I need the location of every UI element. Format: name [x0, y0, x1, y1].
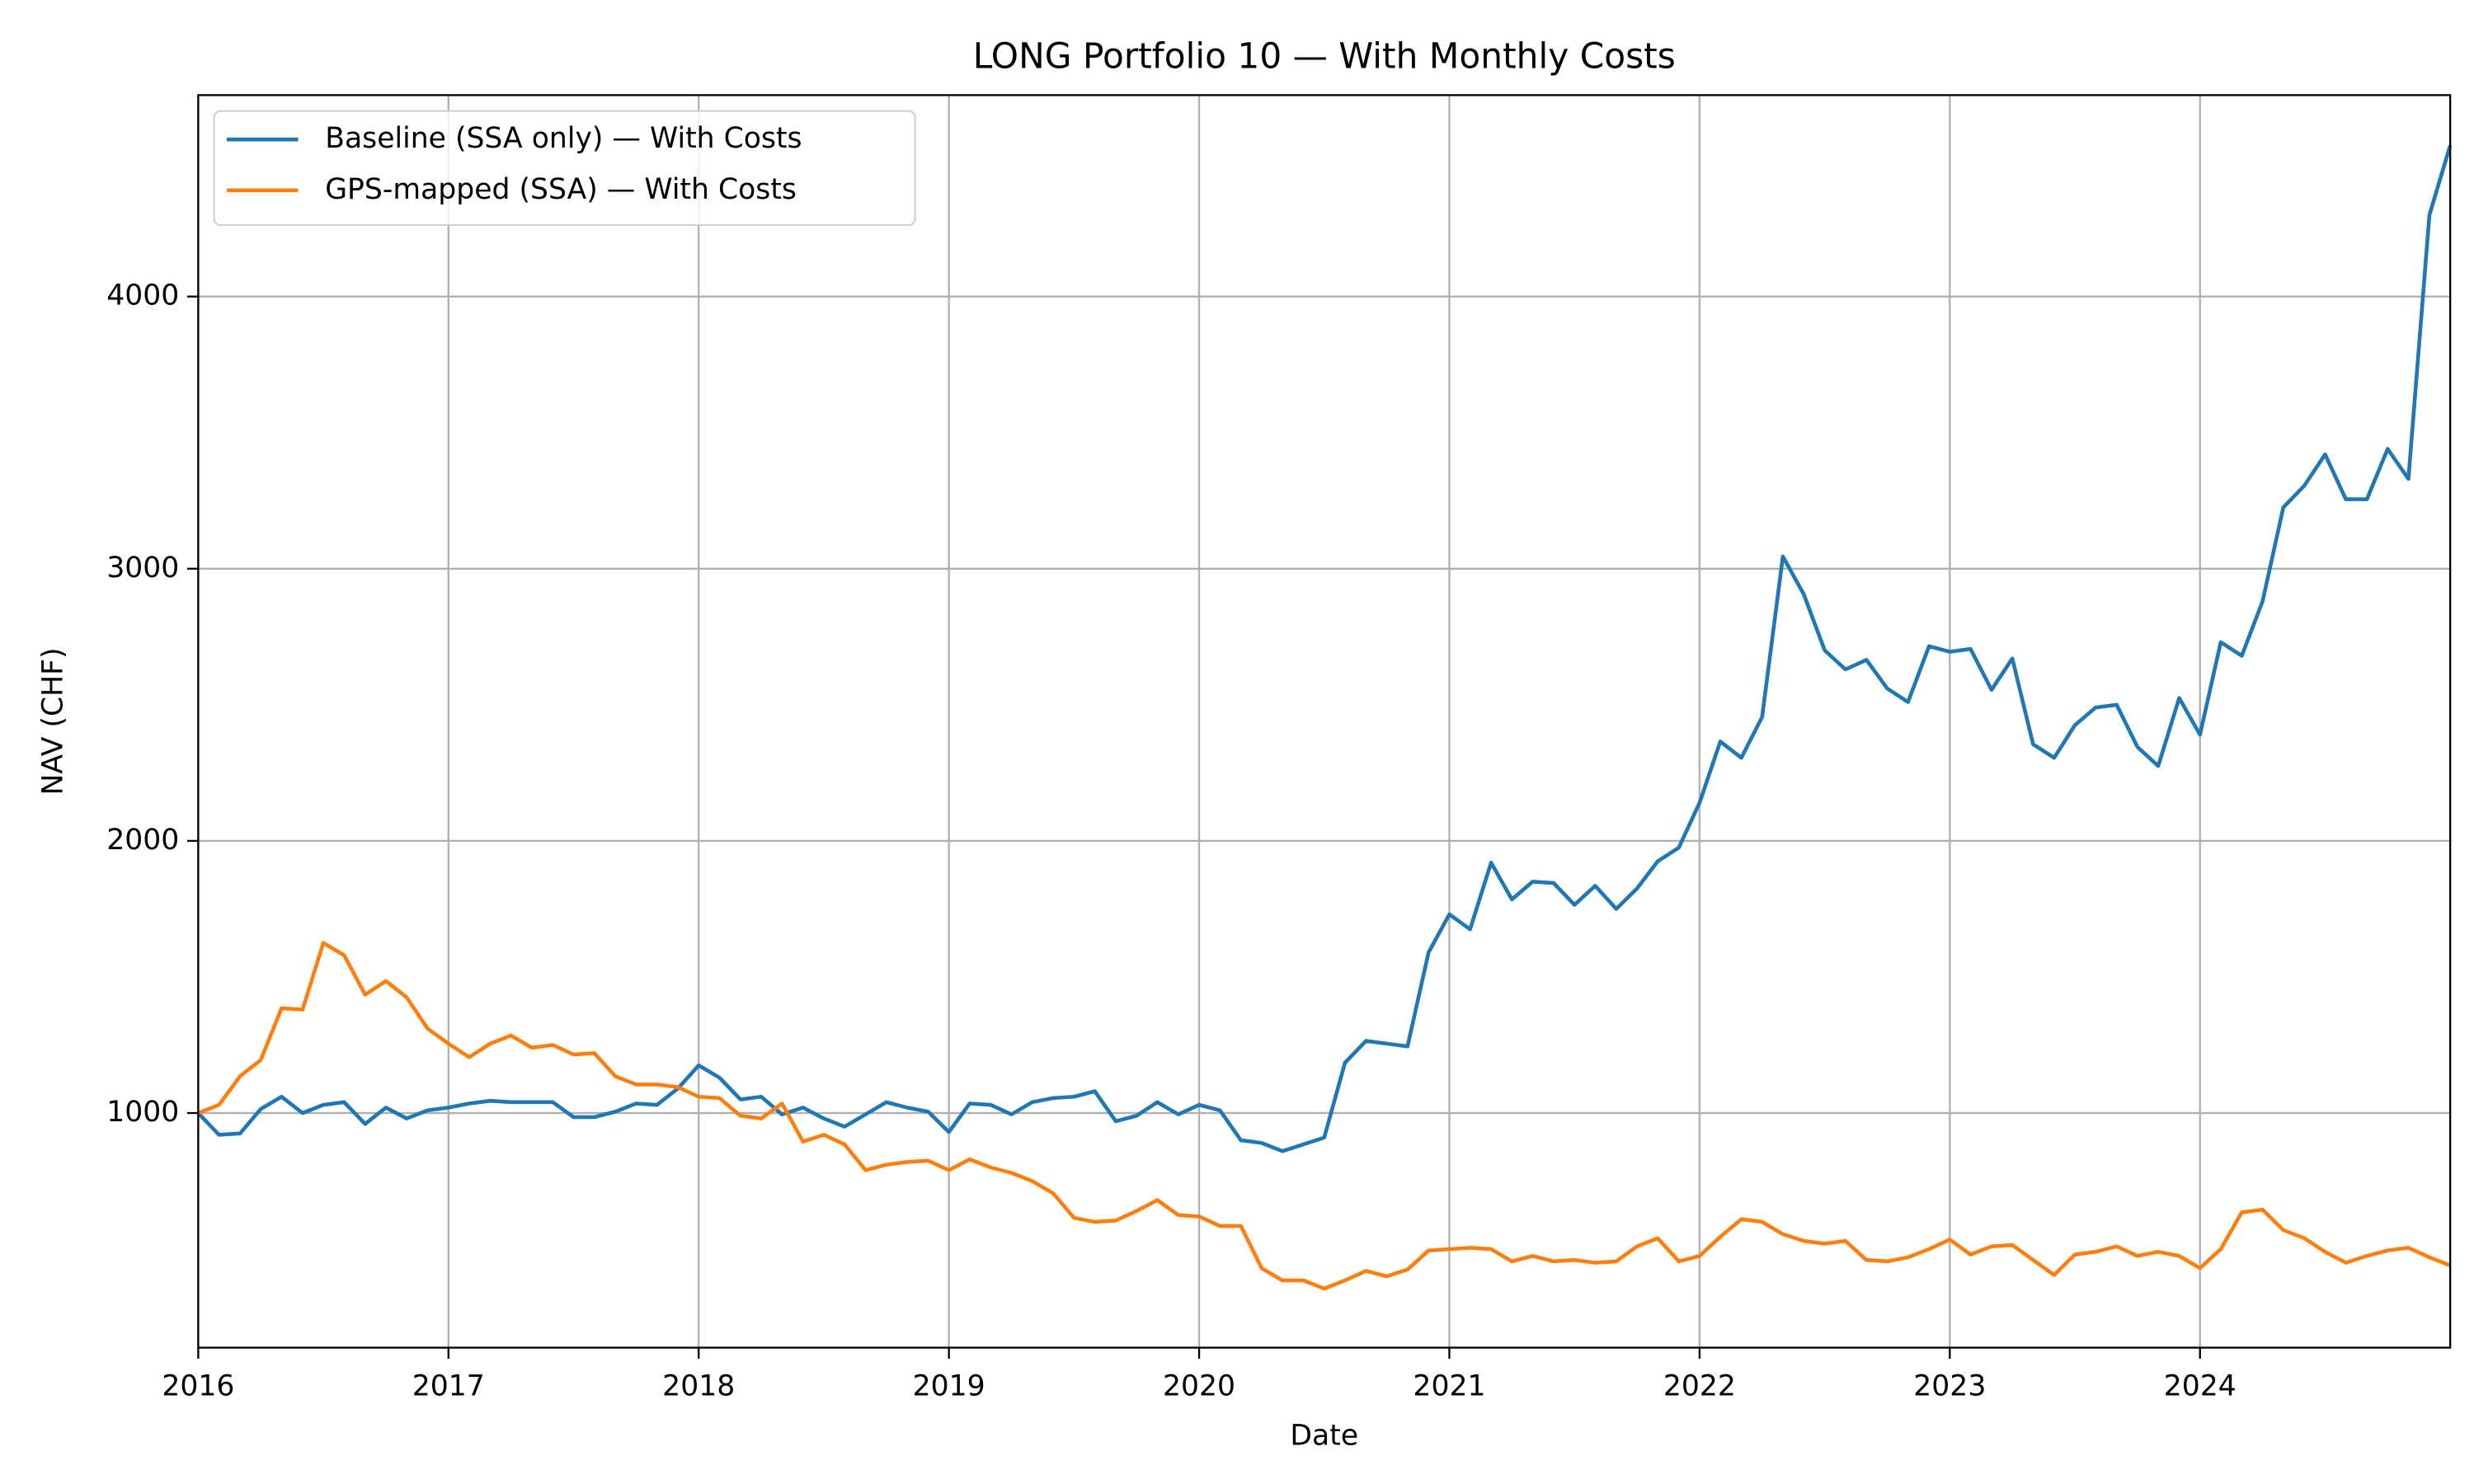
series-line [196, 144, 2453, 1153]
y-tick-label: 3000 [106, 552, 179, 585]
x-tick-label: 2017 [412, 1370, 485, 1403]
y-tick-label: 4000 [106, 279, 179, 312]
legend: Baseline (SSA only) — With Costs GPS-mapp… [213, 110, 916, 227]
x-tick-label: 2021 [1413, 1370, 1485, 1403]
x-tick-label: 2022 [1663, 1370, 1736, 1403]
x-tick-label: 2024 [2164, 1370, 2236, 1403]
chart-title: LONG Portfolio 10 — With Monthly Costs [973, 36, 1676, 77]
plot-area [196, 144, 2453, 1291]
x-axis-label: Date [1290, 1419, 1358, 1452]
x-tick-label: 2018 [662, 1370, 735, 1403]
x-tick-label: 2023 [1913, 1370, 1986, 1403]
x-tick-label: 2016 [162, 1370, 234, 1403]
legend-label: Baseline (SSA only) — With Costs [325, 122, 802, 155]
axes-frame [197, 94, 2452, 1349]
series-line [197, 941, 2451, 1291]
legend-label: GPS-mapped (SSA) — With Costs [325, 173, 797, 206]
y-axis-label: NAV (CHF) [36, 647, 69, 795]
y-tick-label: 2000 [106, 824, 179, 857]
x-tick-label: 2020 [1163, 1370, 1235, 1403]
legend-box [213, 110, 916, 227]
y-tick-label: 1000 [106, 1096, 179, 1129]
grid [197, 95, 2451, 1348]
x-tick-label: 2019 [913, 1370, 985, 1403]
